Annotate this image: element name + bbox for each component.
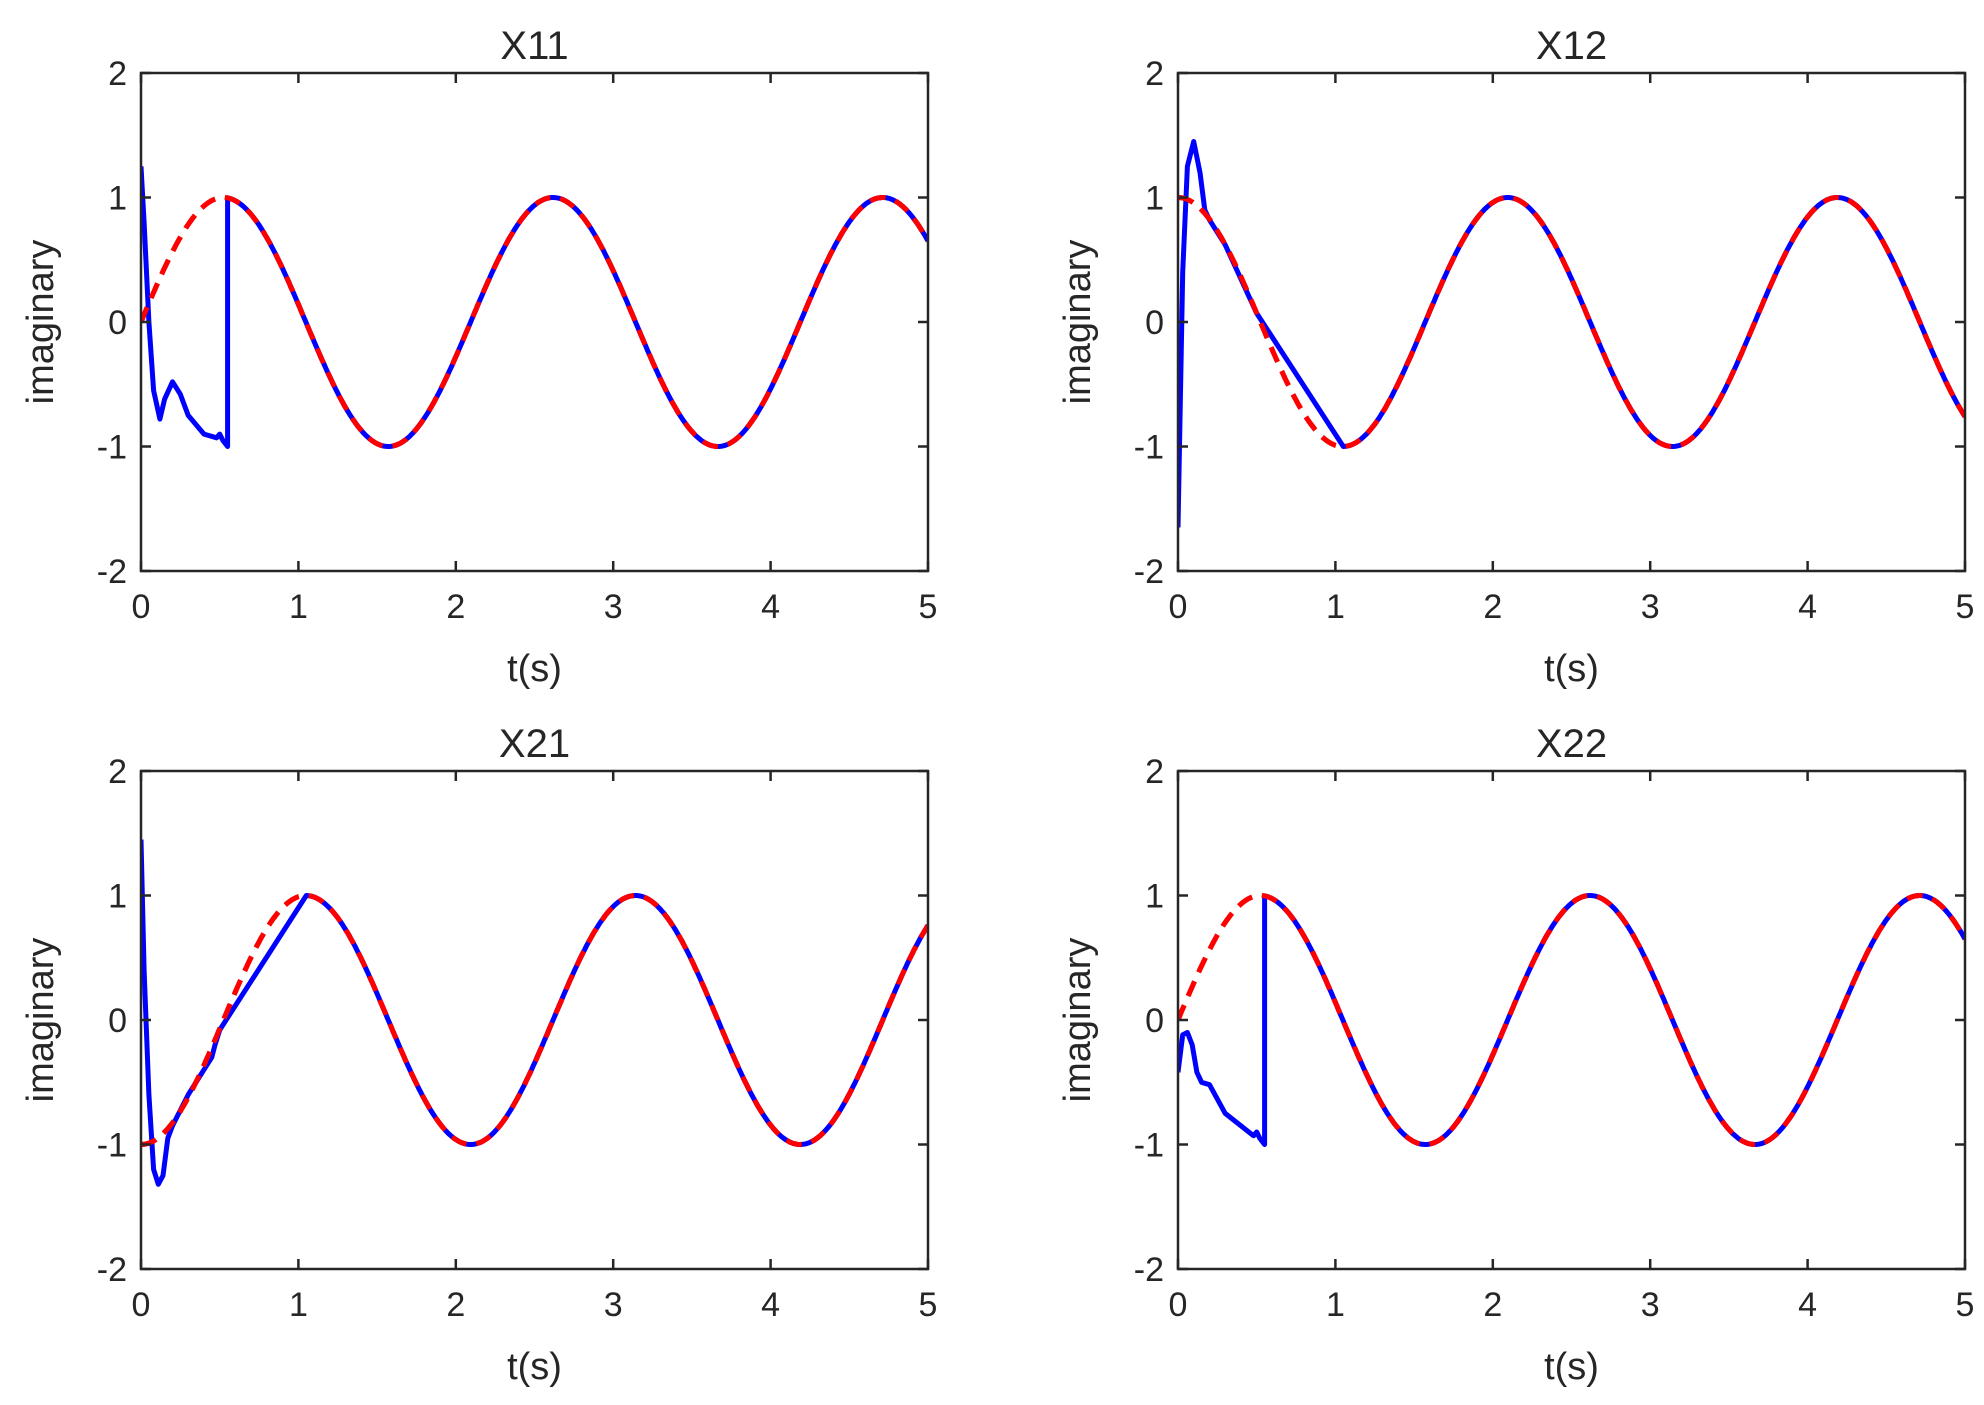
x-tick-label: 0: [132, 1286, 151, 1324]
subplot-x11: 0 1 2 3 4 5 -2 -1 0 1 2 X11 t(s) imaginary: [20, 24, 937, 690]
x-tick-label: 1: [289, 588, 308, 626]
x-tick-label: 0: [132, 588, 151, 626]
subplot-title: X12: [1536, 24, 1607, 68]
x-tick-label: 1: [1326, 1286, 1345, 1324]
x-tick-label: 4: [761, 588, 780, 626]
y-tick-label: 1: [108, 878, 127, 916]
subplot-x12: 0 1 2 3 4 5 -2 -1 0 1 2 X12 t(s) imaginary: [1057, 24, 1974, 690]
x-tick-label: 1: [289, 1286, 308, 1324]
y-tick-label: -1: [1134, 1127, 1164, 1165]
x-tick-label: 3: [1641, 1286, 1660, 1324]
series-line-dashed-overlay: [1178, 195, 1965, 449]
series-line-dashed-overlay: [1178, 893, 1965, 1147]
series-line-dashed-overlay: [141, 195, 928, 449]
x-tick-label: 5: [1956, 588, 1975, 626]
x-tick-label: 3: [604, 588, 623, 626]
y-tick-label: 2: [1145, 753, 1164, 791]
y-axis-label: imaginary: [1057, 240, 1099, 405]
subplot-title: X22: [1536, 722, 1607, 766]
x-tick-label: 5: [1956, 1286, 1975, 1324]
y-tick-label: 2: [1145, 55, 1164, 93]
y-tick-label: 0: [108, 1002, 127, 1040]
x-axis-label: t(s): [507, 1346, 562, 1388]
y-tick-label: -1: [1134, 429, 1164, 467]
x-tick-label: 0: [1169, 1286, 1188, 1324]
subplot-title: X11: [500, 24, 568, 68]
x-tick-label: 5: [919, 588, 938, 626]
x-tick-label: 2: [446, 1286, 465, 1324]
x-tick-label: 4: [761, 1286, 780, 1324]
subplot-title: X21: [499, 722, 570, 766]
y-axis-label: imaginary: [1057, 938, 1099, 1103]
x-tick-label: 1: [1326, 588, 1345, 626]
x-tick-label: 4: [1798, 588, 1817, 626]
x-tick-label: 2: [446, 588, 465, 626]
y-tick-label: 0: [108, 304, 127, 342]
y-tick-label: 2: [108, 753, 127, 791]
y-tick-label: 1: [1145, 878, 1164, 916]
y-tick-label: 0: [1145, 304, 1164, 342]
x-tick-label: 5: [919, 1286, 938, 1324]
x-axis-label: t(s): [1544, 648, 1599, 690]
y-tick-label: -2: [1134, 553, 1164, 591]
y-tick-label: -2: [97, 1251, 127, 1289]
x-axis-label: t(s): [1544, 1346, 1599, 1388]
y-axis-label: imaginary: [20, 240, 62, 405]
y-tick-label: 2: [108, 55, 127, 93]
subplot-x22: 0 1 2 3 4 5 -2 -1 0 1 2 X22 t(s) imaginary: [1057, 722, 1974, 1388]
series-line-dashed-overlay: [141, 893, 928, 1147]
x-tick-label: 2: [1483, 1286, 1502, 1324]
x-axis-label: t(s): [507, 648, 562, 690]
subplot-x21: 0 1 2 3 4 5 -2 -1 0 1 2 X21 t(s) imaginary: [20, 722, 937, 1388]
x-tick-label: 4: [1798, 1286, 1817, 1324]
y-axis-label: imaginary: [20, 938, 62, 1103]
y-tick-label: 1: [1145, 180, 1164, 218]
y-tick-label: 1: [108, 180, 127, 218]
y-tick-label: -1: [97, 1127, 127, 1165]
x-tick-label: 0: [1169, 588, 1188, 626]
y-tick-label: 0: [1145, 1002, 1164, 1040]
y-tick-label: -2: [97, 553, 127, 591]
y-tick-label: -2: [1134, 1251, 1164, 1289]
x-tick-label: 3: [1641, 588, 1660, 626]
y-tick-label: -1: [97, 429, 127, 467]
x-tick-label: 3: [604, 1286, 623, 1324]
x-tick-label: 2: [1483, 588, 1502, 626]
